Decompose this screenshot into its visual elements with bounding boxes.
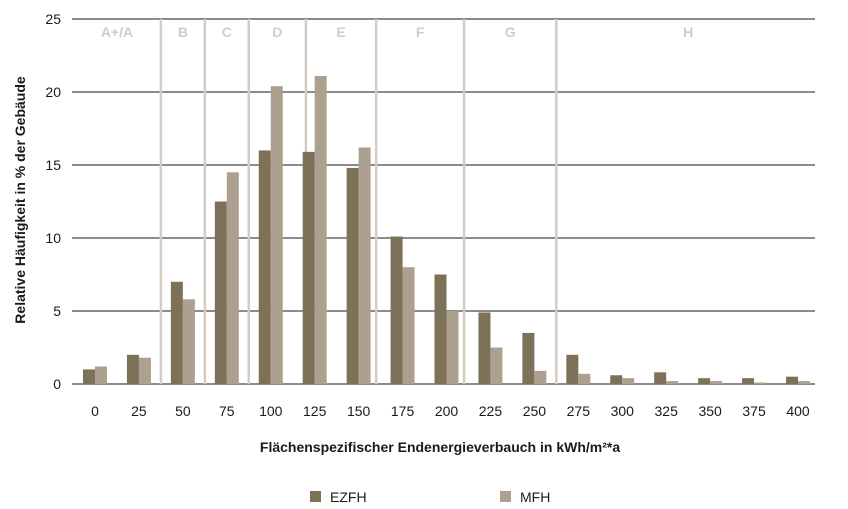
bar-mfh	[182, 299, 195, 384]
bar-mfh	[490, 347, 503, 384]
bar-ezfh	[83, 369, 95, 384]
x-tick-label: 125	[303, 403, 327, 419]
bar-ezfh	[126, 354, 139, 384]
legend: EZFH MFH	[310, 489, 550, 505]
bar-mfh	[138, 357, 151, 384]
bar-mfh	[446, 311, 459, 384]
x-tick-label: 200	[435, 403, 459, 419]
y-tick-label: 10	[45, 230, 61, 246]
x-tick-label: 0	[91, 403, 99, 419]
x-tick-label: 75	[219, 403, 235, 419]
bar-mfh	[402, 267, 415, 384]
efficiency-class-label: B	[178, 24, 188, 40]
bar-ezfh	[610, 375, 623, 384]
efficiency-class-label: H	[683, 24, 693, 40]
gridlines	[72, 18, 815, 385]
x-tick-label: 225	[479, 403, 503, 419]
y-tick-labels: 0 5 10 15 20 25	[45, 11, 61, 392]
x-tick-label: 150	[347, 403, 371, 419]
bar-ezfh	[390, 236, 403, 384]
bar-ezfh	[522, 332, 535, 384]
bar-mfh	[578, 373, 591, 384]
bar-ezfh	[214, 201, 227, 384]
bar-ezfh	[258, 150, 271, 384]
y-tick-label: 25	[45, 11, 61, 27]
x-tick-label: 50	[175, 403, 191, 419]
x-tick-label: 400	[786, 403, 810, 419]
x-tick-label: 250	[523, 403, 547, 419]
x-tick-label: 275	[567, 403, 591, 419]
y-axis-title: Relative Häufigkeit in % der Gebäude	[12, 76, 28, 324]
bar-mfh	[754, 382, 767, 384]
x-tick-label: 100	[259, 403, 283, 419]
x-tick-label: 25	[131, 403, 147, 419]
x-tick-label: 325	[655, 403, 679, 419]
bar-ezfh	[434, 274, 447, 384]
x-tick-label: 350	[698, 403, 722, 419]
bar-ezfh	[742, 378, 755, 384]
bar-ezfh	[478, 312, 491, 384]
efficiency-class-label: C	[222, 24, 232, 40]
x-axis-title: Flächenspezifischer Endenergieverbauch i…	[260, 439, 620, 455]
efficiency-class-label: G	[505, 24, 516, 40]
legend-swatch-mfh	[500, 491, 511, 502]
x-tick-label: 375	[742, 403, 766, 419]
legend-swatch-ezfh	[310, 491, 321, 502]
y-tick-label: 5	[53, 303, 61, 319]
bar-mfh	[622, 378, 635, 384]
bar-mfh	[534, 370, 547, 384]
bar-mfh	[270, 86, 283, 384]
legend-label-mfh: MFH	[520, 489, 550, 505]
bar-mfh	[798, 381, 810, 384]
efficiency-class-label: F	[416, 24, 425, 40]
y-tick-label: 20	[45, 84, 61, 100]
efficiency-class-label: E	[336, 24, 345, 40]
y-tick-label: 15	[45, 157, 61, 173]
bar-ezfh	[698, 378, 711, 384]
x-tick-label: 175	[391, 403, 415, 419]
bar-mfh	[358, 147, 371, 384]
bar-ezfh	[170, 281, 183, 384]
efficiency-class-label: D	[272, 24, 282, 40]
x-tick-labels: 0 25 50 75 100 125 150 175 200 225 250 275 300 325 350…	[91, 403, 810, 419]
efficiency-class-label: A+/A	[101, 24, 133, 40]
bar-ezfh	[566, 354, 579, 384]
y-tick-label: 0	[53, 376, 61, 392]
bar-mfh	[314, 75, 327, 384]
bar-mfh	[666, 381, 679, 384]
bar-mfh	[95, 366, 107, 384]
legend-label-ezfh: EZFH	[330, 489, 367, 505]
bar-ezfh	[654, 372, 667, 384]
x-tick-label: 300	[611, 403, 635, 419]
bar-ezfh	[302, 151, 315, 384]
bars	[83, 75, 810, 384]
bar-ezfh	[346, 167, 359, 384]
bar-ezfh	[786, 376, 798, 384]
bar-mfh	[710, 381, 723, 384]
bar-mfh	[226, 172, 239, 384]
